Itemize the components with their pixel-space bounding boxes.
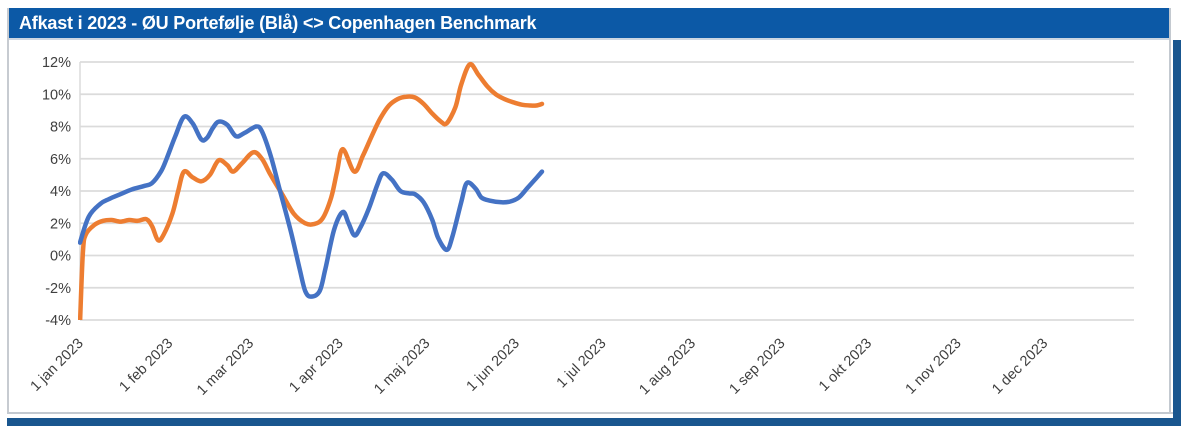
benchmark-series-line: [78, 61, 545, 320]
y-tick-label: 8%: [50, 120, 71, 136]
y-tick-label: 6%: [50, 152, 71, 168]
portfolio-series-line: [78, 114, 545, 299]
gridlines: [79, 61, 1134, 321]
x-tick-label: 1 mar 2023: [194, 336, 257, 399]
x-tick-label: 1 aug 2023: [636, 336, 699, 399]
x-axis-labels: 1 jan 2023 1 feb 2023 1 mar 2023 1 apr 2023…: [28, 336, 1052, 399]
x-tick-label: 1 okt 2023: [816, 336, 875, 395]
x-tick-label: 1 jun 2023: [464, 336, 523, 395]
x-tick-label: 1 jan 2023: [28, 336, 87, 395]
y-axis-labels: 12% 10% 8% 6% 4% 2% 0% -2% -4%: [42, 55, 71, 329]
y-tick-label: -2%: [45, 281, 71, 297]
y-tick-label: 0%: [50, 249, 71, 265]
frame-right-accent-bar: [1173, 40, 1181, 426]
x-tick-label: 1 dec 2023: [989, 336, 1051, 398]
x-tick-label: 1 jul 2023: [554, 336, 610, 392]
x-tick-label: 1 sep 2023: [726, 336, 788, 398]
x-tick-label: 1 feb 2023: [117, 336, 177, 396]
chart-title: Afkast i 2023 - ØU Portefølje (Blå) <> C…: [19, 12, 537, 33]
y-tick-label: -4%: [45, 313, 71, 329]
x-tick-label: 1 apr 2023: [286, 336, 346, 396]
y-tick-label: 10%: [42, 87, 71, 103]
chart-card: Afkast i 2023 - ØU Portefølje (Blå) <> C…: [7, 8, 1171, 414]
card-bottom-border: [7, 412, 1173, 414]
x-tick-label: 1 nov 2023: [903, 336, 965, 398]
x-tick-label: 1 maj 2023: [371, 336, 433, 398]
y-tick-label: 12%: [42, 55, 71, 71]
next-card-top-bar: [7, 418, 1181, 426]
chart-title-bar: Afkast i 2023 - ØU Portefølje (Blå) <> C…: [9, 8, 1169, 40]
y-tick-label: 2%: [50, 216, 71, 232]
y-tick-label: 4%: [50, 184, 71, 200]
